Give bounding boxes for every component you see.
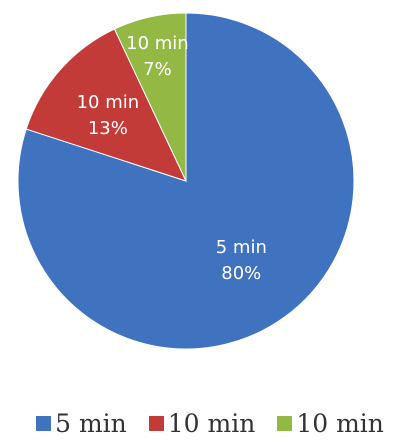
pie-slice bbox=[113, 12, 187, 182]
legend-swatch bbox=[36, 415, 52, 431]
pie-slice bbox=[25, 28, 187, 182]
legend-item-10-min-green: 10 min bbox=[277, 409, 384, 438]
pie-slices bbox=[17, 12, 355, 350]
legend-swatch bbox=[277, 415, 293, 431]
legend-label: 10 min bbox=[167, 408, 256, 438]
slice-percent-label: 13% bbox=[88, 118, 128, 139]
legend-label: 10 min bbox=[296, 408, 384, 438]
slice-category-label: 10 min bbox=[126, 33, 189, 54]
legend-label: 5 min bbox=[55, 408, 127, 438]
slice-percent-label: 80% bbox=[221, 263, 261, 284]
legend-swatch bbox=[148, 415, 164, 431]
chart-legend: 5 min 10 min 10 min bbox=[0, 408, 420, 438]
slice-category-label: 10 min bbox=[77, 92, 140, 113]
pie-slice bbox=[17, 12, 355, 350]
slice-category-label: 5 min bbox=[216, 237, 267, 258]
slice-percent-label: 7% bbox=[143, 59, 172, 80]
legend-item-10-min-red: 10 min bbox=[148, 408, 256, 438]
legend-item-5-min: 5 min bbox=[36, 409, 127, 438]
